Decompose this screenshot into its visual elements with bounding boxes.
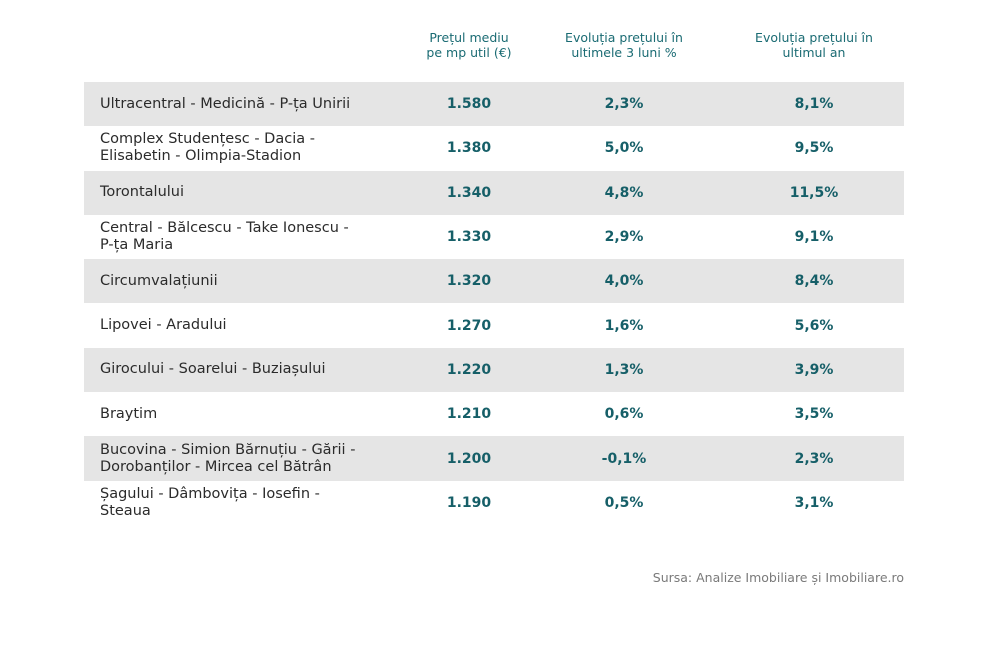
- row-zone-name-line: Ultracentral - Medicină - P-ța Unirii: [100, 95, 351, 112]
- row-one-year-change: 3,5%: [794, 406, 834, 423]
- row-one-year-change: 9,5%: [794, 140, 834, 157]
- table-row: Lipovei - Aradului 1.270 1,6% 5,6%: [84, 303, 904, 347]
- row-zone-name-line: Lipovei - Aradului: [100, 317, 227, 334]
- row-zone-name-line: Steaua: [100, 502, 151, 519]
- row-zone-name: Braytim: [84, 406, 414, 423]
- table-body: Ultracentral - Medicină - P-ța Unirii 1.…: [84, 82, 904, 525]
- row-zone-name-line: Elisabetin - Olimpia-Stadion: [100, 148, 302, 165]
- row-price: 1.210: [446, 406, 492, 423]
- row-zone-name-line: Torontalului: [100, 184, 185, 201]
- table-row: Complex Studențesc - Dacia - Elisabetin …: [84, 126, 904, 170]
- row-three-month-change: 2,3%: [604, 96, 644, 113]
- row-price: 1.270: [446, 317, 492, 334]
- row-price: 1.380: [446, 140, 492, 157]
- row-price: 1.190: [446, 494, 492, 511]
- header-one-year-change: Evoluția prețului în ultimul an: [724, 30, 904, 60]
- source-note: Sursa: Analize Imobiliare și Imobiliare.…: [652, 570, 904, 585]
- table-row: Șagului - Dâmbovița - Iosefin - Steaua 1…: [84, 481, 904, 525]
- row-zone-name-line: P-ța Maria: [100, 237, 174, 254]
- header-one-year-change-line1: Evoluția prețului în: [755, 30, 873, 45]
- row-zone-name-line: Central - Bălcescu - Take Ionescu -: [100, 220, 349, 237]
- row-zone-name-line: Girocului - Soarelui - Buziașului: [100, 361, 326, 378]
- row-one-year-change: 5,6%: [794, 317, 834, 334]
- header-average-price-line1: Prețul mediu: [429, 30, 509, 45]
- row-zone-name-line: Dorobanților - Mircea cel Bătrân: [100, 458, 332, 475]
- table-row: Braytim 1.210 0,6% 3,5%: [84, 392, 904, 436]
- row-three-month-change: 0,6%: [604, 406, 644, 423]
- price-table: Prețul mediu pe mp util (€) Evoluția pre…: [84, 30, 904, 525]
- row-price: 1.320: [446, 273, 492, 290]
- header-one-year-change-line2: ultimul an: [782, 45, 846, 60]
- row-one-year-change: 9,1%: [794, 229, 834, 246]
- table-header: Prețul mediu pe mp util (€) Evoluția pre…: [84, 30, 904, 82]
- row-zone-name: Girocului - Soarelui - Buziașului: [84, 361, 414, 378]
- table-row: Ultracentral - Medicină - P-ța Unirii 1.…: [84, 82, 904, 127]
- row-price: 1.220: [446, 361, 492, 378]
- row-one-year-change: 3,1%: [794, 494, 834, 511]
- row-zone-name: Circumvalațiunii: [84, 273, 414, 290]
- table-row: Girocului - Soarelui - Buziașului 1.220 …: [84, 347, 904, 393]
- header-three-month-change-line1: Evoluția prețului în: [565, 30, 683, 45]
- header-average-price: Prețul mediu pe mp util (€): [414, 30, 524, 60]
- row-price: 1.330: [446, 229, 492, 246]
- row-zone-name-line: Circumvalațiunii: [100, 272, 218, 289]
- row-zone-name-line: Complex Studențesc - Dacia -: [100, 131, 315, 148]
- header-three-month-change: Evoluția prețului în ultimele 3 luni %: [524, 30, 724, 60]
- row-three-month-change: 4,8%: [604, 184, 644, 201]
- row-one-year-change: 8,1%: [794, 96, 834, 113]
- table-row: Torontalului 1.340 4,8% 11,5%: [84, 170, 904, 215]
- row-three-month-change: 5,0%: [604, 140, 644, 157]
- row-zone-name-line: Bucovina - Simion Bărnuțiu - Gării -: [100, 441, 356, 458]
- table-row: Bucovina - Simion Bărnuțiu - Gării - Dor…: [84, 436, 904, 481]
- row-zone-name-line: Șagului - Dâmbovița - Iosefin -: [100, 485, 320, 502]
- row-three-month-change: 4,0%: [604, 273, 644, 290]
- row-three-month-change: 1,3%: [604, 361, 644, 378]
- table-row: Circumvalațiunii 1.320 4,0% 8,4%: [84, 259, 904, 304]
- row-one-year-change: 11,5%: [789, 184, 839, 201]
- row-three-month-change: -0,1%: [601, 450, 647, 467]
- header-three-month-change-line2: ultimele 3 luni %: [571, 45, 677, 60]
- row-three-month-change: 0,5%: [604, 494, 644, 511]
- table-row: Central - Bălcescu - Take Ionescu - P-ța…: [84, 215, 904, 259]
- row-three-month-change: 1,6%: [604, 317, 644, 334]
- row-zone-name: Torontalului: [84, 184, 414, 201]
- row-price: 1.340: [446, 184, 492, 201]
- row-price: 1.200: [446, 450, 492, 467]
- row-zone-name: Lipovei - Aradului: [84, 317, 414, 334]
- row-zone-name: Bucovina - Simion Bărnuțiu - Gării - Dor…: [84, 442, 414, 476]
- row-zone-name: Șagului - Dâmbovița - Iosefin - Steaua: [84, 486, 414, 520]
- row-one-year-change: 8,4%: [794, 273, 834, 290]
- row-one-year-change: 3,9%: [794, 361, 834, 378]
- row-zone-name: Ultracentral - Medicină - P-ța Unirii: [84, 96, 414, 113]
- row-zone-name: Central - Bălcescu - Take Ionescu - P-ța…: [84, 220, 414, 254]
- row-zone-name-line: Braytim: [100, 405, 158, 422]
- row-price: 1.580: [446, 96, 492, 113]
- row-one-year-change: 2,3%: [794, 450, 834, 467]
- row-three-month-change: 2,9%: [604, 229, 644, 246]
- row-zone-name: Complex Studențesc - Dacia - Elisabetin …: [84, 131, 414, 165]
- header-average-price-line2: pe mp util (€): [426, 45, 512, 60]
